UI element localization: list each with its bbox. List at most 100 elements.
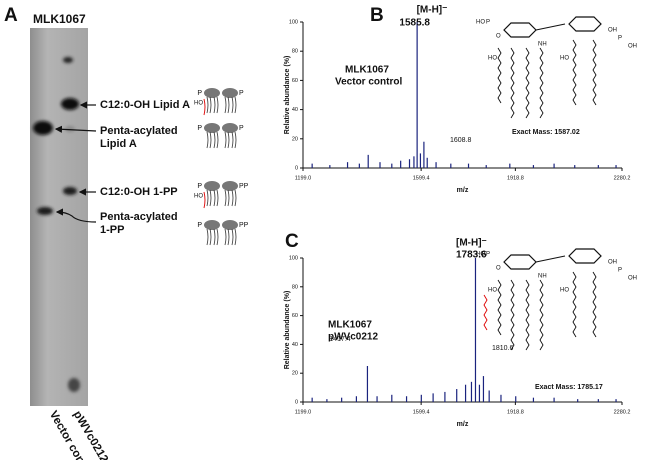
atom-label: OH xyxy=(608,260,617,266)
chain xyxy=(227,131,230,149)
x-tick-label: 1199.0 xyxy=(295,175,311,181)
sugar xyxy=(204,123,220,133)
panel-label: C xyxy=(285,231,299,252)
chain xyxy=(216,189,219,207)
strain-label: MLK1067 xyxy=(345,65,389,76)
chain xyxy=(234,131,237,149)
chain xyxy=(227,189,230,207)
ring xyxy=(568,16,602,32)
peak-label: 1783.6 xyxy=(456,250,487,261)
chain xyxy=(216,96,219,114)
chain xyxy=(231,189,234,207)
chain xyxy=(227,96,230,114)
chain xyxy=(213,228,216,246)
y-axis-label: Relative abundance (%) xyxy=(284,291,291,370)
peak-label: 1417.4 xyxy=(329,336,351,343)
chain xyxy=(224,189,227,207)
chain xyxy=(224,131,227,149)
x-tick-label: 1199.0 xyxy=(295,409,311,415)
y-tick-label: 40 xyxy=(292,107,298,113)
tlc-plate xyxy=(30,28,88,406)
peak-label: 1810.6 xyxy=(492,345,514,352)
band-label: Lipid A xyxy=(100,138,137,150)
panel-label: A xyxy=(4,5,18,26)
acyl-chain xyxy=(497,47,502,104)
sugar xyxy=(222,88,238,98)
icon-label: HO xyxy=(194,101,203,107)
atom-label: HO xyxy=(488,288,497,294)
atom-label: HO xyxy=(476,20,485,26)
atom-label: HO xyxy=(488,56,497,62)
chain xyxy=(213,96,216,114)
y-tick-label: 80 xyxy=(292,284,298,290)
chain xyxy=(227,228,230,246)
atom-label: OH xyxy=(628,276,637,282)
atom-label: NH xyxy=(538,274,547,280)
chain xyxy=(224,96,227,114)
band-label: Penta-acylated xyxy=(100,125,178,137)
atom-label: HO xyxy=(476,252,485,258)
ring xyxy=(503,22,537,38)
tlc-spots xyxy=(33,57,80,392)
x-tick-label: 1599.4 xyxy=(413,409,430,415)
acyl-chain xyxy=(525,47,530,119)
band-label: 1-PP xyxy=(100,224,124,236)
icon-label: P xyxy=(197,90,202,97)
acyl-chain xyxy=(525,279,530,351)
sugar xyxy=(204,220,220,230)
sugar xyxy=(204,181,220,191)
icon-label: P xyxy=(239,125,244,132)
acyl-chain xyxy=(483,294,488,331)
chain xyxy=(206,96,209,114)
peak-tag: [M-H]⁻ xyxy=(417,5,448,16)
red-chain xyxy=(203,98,206,116)
chain xyxy=(216,131,219,149)
acyl-chain xyxy=(592,39,597,106)
acyl-chain xyxy=(572,39,577,106)
sugar xyxy=(222,220,238,230)
band-arrows xyxy=(54,101,97,223)
peak-label: 1585.8 xyxy=(399,18,430,29)
chain xyxy=(209,228,212,246)
peak-tag: [M-H]⁻ xyxy=(456,238,487,249)
atom-label: P xyxy=(486,20,490,26)
strain-label: pWVc0212 xyxy=(328,332,378,343)
x-axis-label: m/z xyxy=(457,187,469,194)
red-chain xyxy=(203,191,206,209)
chain xyxy=(231,228,234,246)
chain xyxy=(209,96,212,114)
band-label: C12:0-OH Lipid A xyxy=(100,99,190,111)
x-tick-label: 1918.8 xyxy=(507,409,524,415)
chain xyxy=(234,96,237,114)
tlc-title: MLK1067 xyxy=(33,12,86,26)
y-tick-label: 40 xyxy=(292,342,298,348)
acyl-chain xyxy=(572,271,577,338)
chain xyxy=(206,189,209,207)
bond xyxy=(535,255,566,263)
bond xyxy=(535,23,566,31)
icon-label: PP xyxy=(239,183,249,190)
icon-label: P xyxy=(197,222,202,229)
strain-label: Vector control xyxy=(335,77,402,88)
y-tick-label: 60 xyxy=(292,78,298,84)
atom-label: OH xyxy=(628,44,637,50)
x-tick-label: 1918.8 xyxy=(507,175,524,181)
chain xyxy=(206,228,209,246)
y-axis-label: Relative abundance (%) xyxy=(284,56,291,135)
exact-mass: Exact Mass: 1587.02 xyxy=(512,129,580,136)
exact-mass: Exact Mass: 1785.17 xyxy=(535,384,603,391)
band-label: Penta-acylated xyxy=(100,211,178,223)
chain xyxy=(209,189,212,207)
atom-label: P xyxy=(618,268,622,274)
acyl-chain xyxy=(510,47,515,119)
chain xyxy=(224,228,227,246)
acyl-chain xyxy=(592,271,597,338)
y-tick-label: 100 xyxy=(289,255,298,261)
acyl-chain xyxy=(510,279,515,351)
y-tick-label: 80 xyxy=(292,49,298,55)
y-tick-label: 0 xyxy=(295,399,298,405)
